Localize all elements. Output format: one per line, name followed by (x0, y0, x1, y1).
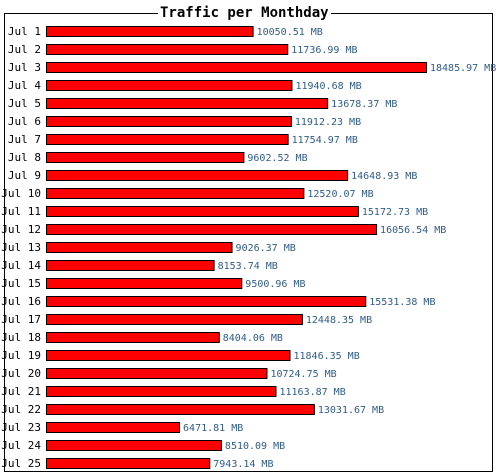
category-label: Jul 11 (1, 205, 41, 218)
category-label: Jul 18 (1, 331, 41, 344)
value-label: 11736.99 MB (291, 45, 357, 56)
value-label: 7943.14 MB (213, 459, 273, 470)
category-label: Jul 20 (1, 367, 41, 380)
value-label: 11163.87 MB (279, 387, 345, 398)
value-label: 11940.68 MB (295, 81, 361, 92)
bar (46, 404, 315, 415)
value-label: 9026.37 MB (236, 243, 296, 254)
bar (46, 350, 291, 361)
category-label: Jul 22 (1, 403, 41, 416)
bar (46, 368, 268, 379)
value-label: 8404.06 MB (223, 333, 283, 344)
bar (46, 134, 289, 145)
category-label: Jul 17 (1, 313, 41, 326)
category-label: Jul 7 (8, 133, 41, 146)
category-label: Jul 16 (1, 295, 41, 308)
value-label: 13031.67 MB (318, 405, 384, 416)
bar (46, 314, 303, 325)
bar (46, 188, 305, 199)
bar (46, 170, 349, 181)
value-label: 11754.97 MB (292, 135, 358, 146)
value-label: 15172.73 MB (362, 207, 428, 218)
bar (46, 26, 254, 37)
bar (46, 44, 289, 55)
category-label: Jul 9 (8, 169, 41, 182)
bar (46, 260, 215, 271)
bar (46, 80, 293, 91)
category-label: Jul 8 (8, 151, 41, 164)
bar (46, 62, 427, 73)
category-label: Jul 21 (1, 385, 41, 398)
value-label: 9500.96 MB (245, 279, 305, 290)
bar (46, 278, 243, 289)
bar (46, 386, 277, 397)
category-label: Jul 5 (8, 97, 41, 110)
category-label: Jul 25 (1, 457, 41, 470)
bar (46, 296, 367, 307)
category-label: Jul 3 (8, 61, 41, 74)
bar (46, 332, 220, 343)
bar (46, 242, 233, 253)
value-label: 11846.35 MB (294, 351, 360, 362)
bar (46, 98, 329, 109)
category-label: Jul 10 (1, 187, 41, 200)
category-label: Jul 15 (1, 277, 41, 290)
category-label: Jul 14 (1, 259, 41, 272)
value-label: 13678.37 MB (331, 99, 397, 110)
bar (46, 206, 359, 217)
value-label: 10724.75 MB (270, 369, 336, 380)
category-label: Jul 19 (1, 349, 41, 362)
category-label: Jul 6 (8, 115, 41, 128)
category-label: Jul 1 (8, 25, 41, 38)
value-label: 14648.93 MB (351, 171, 417, 182)
value-label: 8153.74 MB (218, 261, 278, 272)
value-label: 12448.35 MB (306, 315, 372, 326)
bar (46, 458, 211, 469)
category-label: Jul 12 (1, 223, 41, 236)
value-label: 15531.38 MB (369, 297, 435, 308)
category-label: Jul 4 (8, 79, 41, 92)
bar (46, 440, 222, 451)
chart-title: Traffic per Monthday (158, 4, 331, 22)
value-label: 18485.97 MB (430, 63, 496, 74)
bar (46, 152, 245, 163)
value-label: 10050.51 MB (257, 27, 323, 38)
category-label: Jul 13 (1, 241, 41, 254)
value-label: 8510.09 MB (225, 441, 285, 452)
bar (46, 224, 378, 235)
value-label: 12520.07 MB (307, 189, 373, 200)
bar (46, 116, 292, 127)
category-label: Jul 2 (8, 43, 41, 56)
bar (46, 422, 181, 433)
category-label: Jul 23 (1, 421, 41, 434)
value-label: 16056.54 MB (380, 225, 446, 236)
value-label: 9602.52 MB (247, 153, 307, 164)
value-label: 11912.23 MB (295, 117, 361, 128)
category-label: Jul 24 (1, 439, 41, 452)
value-label: 6471.81 MB (183, 423, 243, 434)
